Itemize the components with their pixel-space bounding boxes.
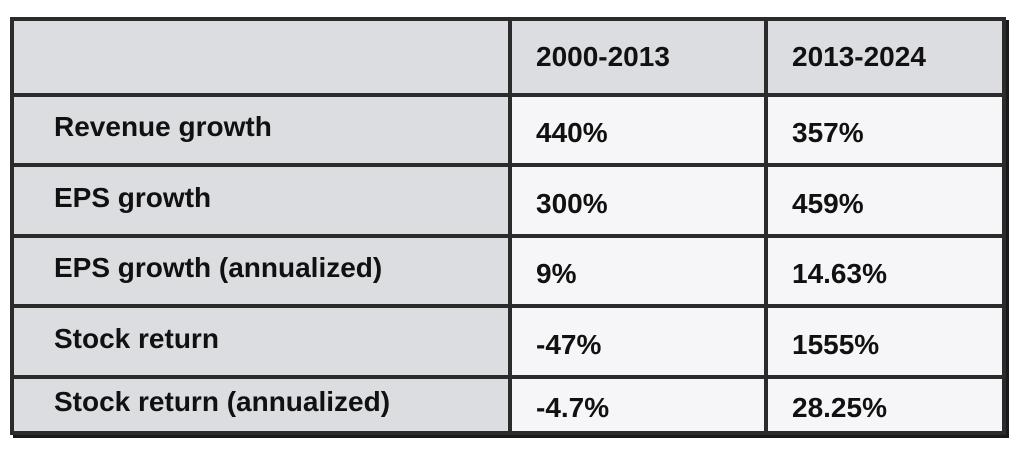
- table-cell: 357%: [768, 97, 1002, 163]
- table-cell: 300%: [512, 167, 764, 234]
- row-label: Revenue growth: [14, 97, 508, 163]
- table-cell: -4.7%: [512, 379, 764, 431]
- table-cell: 28.25%: [768, 379, 1002, 431]
- table: 2000-2013 2013-2024 Revenue growth 440% 357%…: [10, 17, 1006, 435]
- row-label: Stock return: [14, 308, 508, 375]
- row-label: EPS growth: [14, 167, 508, 234]
- column-header: 2000-2013: [512, 21, 764, 93]
- table-cell: 440%: [512, 97, 764, 163]
- table-cell: 14.63%: [768, 238, 1002, 304]
- row-label: Stock return (annualized): [14, 379, 508, 431]
- table-cell: 1555%: [768, 308, 1002, 375]
- row-label: EPS growth (annualized): [14, 238, 508, 304]
- header-corner: [14, 21, 508, 93]
- table-cell: 9%: [512, 238, 764, 304]
- table-cell: -47%: [512, 308, 764, 375]
- table-cell: 459%: [768, 167, 1002, 234]
- column-header: 2013-2024: [768, 21, 1002, 93]
